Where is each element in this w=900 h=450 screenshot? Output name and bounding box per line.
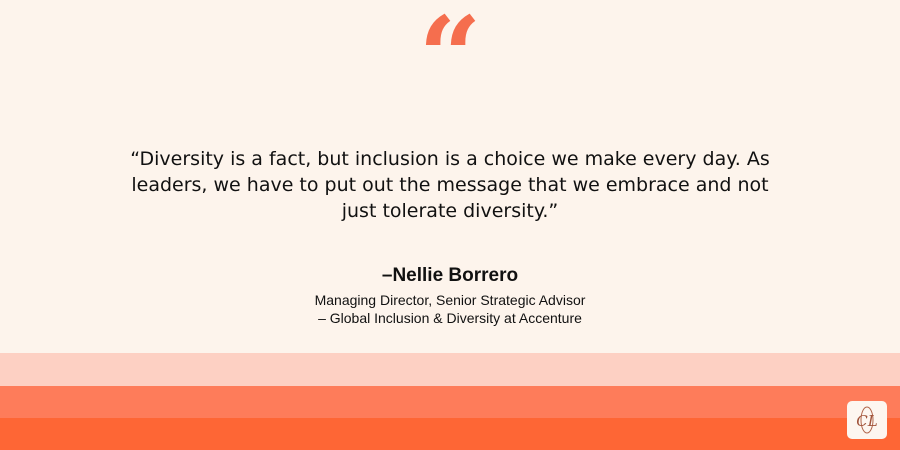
- brand-logo: CL: [847, 401, 887, 439]
- band-dark: [0, 418, 900, 450]
- quote-text: “Diversity is a fact, but inclusion is a…: [130, 148, 770, 222]
- author-role: Managing Director, Senior Strategic Advi…: [0, 291, 900, 327]
- band-light: [0, 353, 900, 386]
- author-role-line-2: – Global Inclusion & Diversity at Accent…: [318, 310, 582, 326]
- band-mid: [0, 386, 900, 418]
- svg-text:CL: CL: [856, 412, 877, 430]
- quote-mark-icon: “: [418, 0, 482, 121]
- author-role-line-1: Managing Director, Senior Strategic Advi…: [314, 292, 586, 308]
- logo-emblem-icon: CL: [856, 406, 878, 434]
- author-name: –Nellie Borrero: [381, 265, 519, 286]
